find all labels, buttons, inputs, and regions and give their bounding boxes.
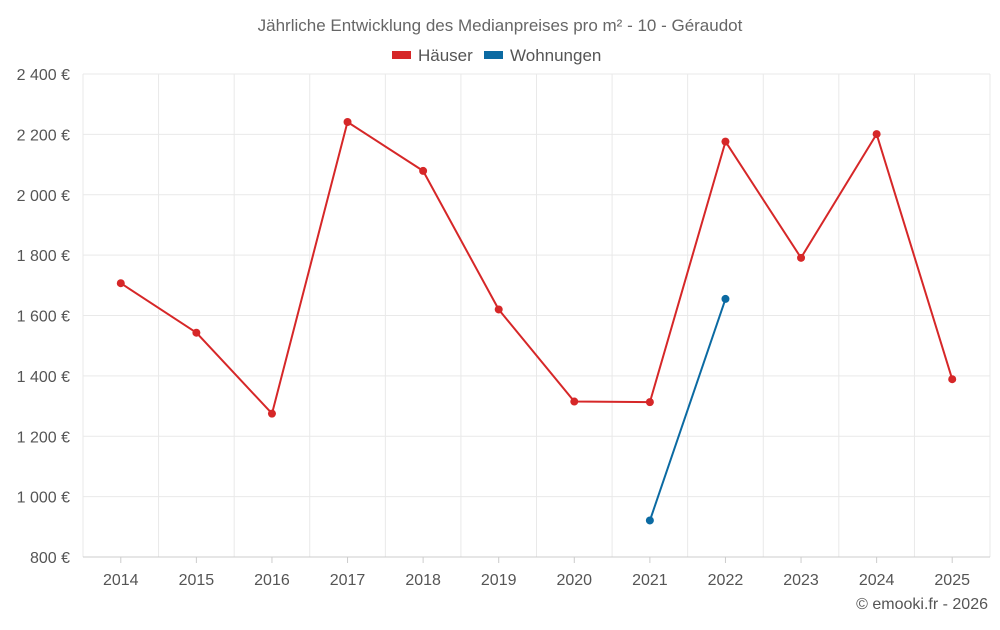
data-point-haeuser-2015[interactable] bbox=[192, 328, 201, 337]
credit-text: © emooki.fr - 2026 bbox=[856, 596, 988, 613]
series-lines bbox=[120, 121, 954, 521]
data-point-haeuser-2025[interactable] bbox=[948, 375, 957, 384]
y-tick-label: 2 400 € bbox=[17, 67, 70, 84]
y-tick-label: 1 200 € bbox=[17, 429, 70, 446]
data-point-haeuser-2016[interactable] bbox=[267, 409, 276, 418]
data-point-haeuser-2020[interactable] bbox=[570, 397, 579, 406]
y-tick-label: 1 600 € bbox=[17, 309, 70, 326]
y-axis: 800 € 1 000 € 1 200 € 1 400 € 1 600 € 1 800 €… bbox=[17, 67, 70, 567]
data-point-wohnungen-2022[interactable] bbox=[721, 294, 730, 303]
legend-swatch-haeuser[interactable] bbox=[392, 51, 411, 59]
x-tick-label: 2021 bbox=[632, 572, 668, 589]
legend-label-wohnungen[interactable]: Wohnungen bbox=[510, 46, 601, 65]
y-tick-label: 800 € bbox=[30, 550, 70, 567]
data-point-haeuser-2021[interactable] bbox=[645, 398, 654, 407]
data-point-haeuser-2024[interactable] bbox=[872, 130, 881, 139]
chart-title: Jährliche Entwicklung des Medianpreises … bbox=[258, 16, 743, 35]
x-tick-label: 2018 bbox=[405, 572, 441, 589]
grid bbox=[82, 73, 991, 557]
x-tick-label: 2023 bbox=[783, 572, 819, 589]
y-tick-label: 2 200 € bbox=[17, 127, 70, 144]
x-tick-label: 2014 bbox=[103, 572, 139, 589]
x-tick-label: 2019 bbox=[481, 572, 517, 589]
x-tick-label: 2016 bbox=[254, 572, 290, 589]
series-line-wohnungen bbox=[648, 298, 727, 521]
data-point-haeuser-2022[interactable] bbox=[721, 137, 730, 146]
data-point-haeuser-2017[interactable] bbox=[343, 117, 352, 126]
data-point-wohnungen-2021[interactable] bbox=[645, 516, 654, 525]
y-tick-label: 1 800 € bbox=[17, 248, 70, 265]
data-point-haeuser-2018[interactable] bbox=[419, 166, 428, 175]
data-point-haeuser-2019[interactable] bbox=[494, 305, 503, 314]
x-tick-label: 2024 bbox=[859, 572, 895, 589]
x-tick-label: 2020 bbox=[556, 572, 592, 589]
series-line-haeuser bbox=[120, 121, 954, 415]
y-tick-label: 1 400 € bbox=[17, 369, 70, 386]
x-tick-label: 2017 bbox=[330, 572, 366, 589]
legend-swatch-wohnungen[interactable] bbox=[484, 51, 503, 59]
x-tick-label: 2015 bbox=[179, 572, 215, 589]
x-tick-label: 2025 bbox=[934, 572, 970, 589]
data-point-haeuser-2023[interactable] bbox=[797, 253, 806, 262]
y-tick-label: 1 000 € bbox=[17, 490, 70, 507]
data-point-haeuser-2014[interactable] bbox=[116, 279, 125, 288]
legend[interactable]: Häuser Wohnungen bbox=[392, 46, 601, 65]
legend-label-haeuser[interactable]: Häuser bbox=[418, 46, 473, 65]
y-tick-label: 2 000 € bbox=[17, 188, 70, 205]
x-axis: 2014 2015 2016 2017 2018 2019 2020 2021 2022 2023… bbox=[103, 557, 970, 589]
series-points bbox=[116, 117, 957, 525]
x-tick-label: 2022 bbox=[708, 572, 744, 589]
